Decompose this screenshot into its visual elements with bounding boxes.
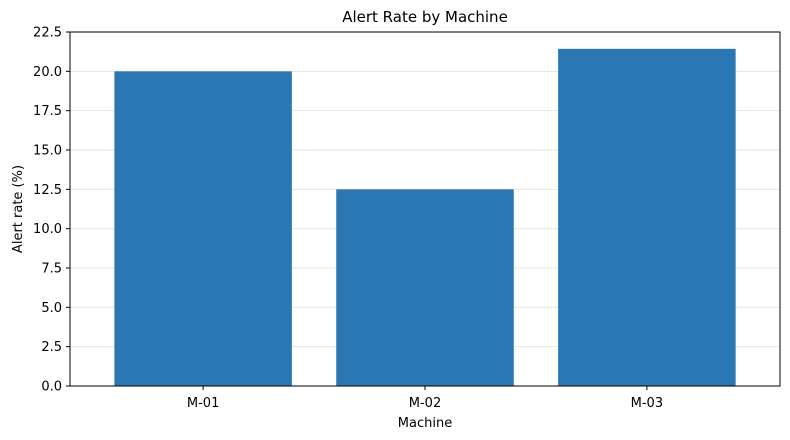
- y-tick-label: 0.0: [41, 380, 62, 395]
- y-tick-label: 15.0: [33, 144, 62, 159]
- bar-m-03: [558, 48, 736, 387]
- x-axis-ticks: M-01 M-02 M-03: [187, 386, 663, 411]
- bar-m-02: [336, 189, 514, 386]
- x-tick-label: M-02: [409, 396, 441, 411]
- y-tick-label: 20.0: [33, 65, 62, 80]
- y-tick-label: 10.0: [33, 222, 62, 237]
- x-tick-label: M-01: [187, 396, 219, 411]
- y-tick-label: 5.0: [41, 301, 62, 316]
- y-tick-label: 7.5: [41, 262, 62, 277]
- x-axis-label: Machine: [398, 416, 452, 431]
- x-tick-label: M-03: [631, 396, 663, 411]
- y-tick-label: 12.5: [33, 183, 62, 198]
- chart-title: Alert Rate by Machine: [342, 8, 508, 26]
- y-tick-label: 2.5: [41, 340, 62, 355]
- bars: [114, 48, 736, 387]
- y-axis-label: Alert rate (%): [11, 165, 26, 253]
- y-tick-label: 22.5: [33, 26, 62, 41]
- y-tick-label: 17.5: [33, 104, 62, 119]
- bar-m-01: [114, 71, 292, 386]
- y-axis-ticks: 0.0 2.5 5.0 7.5 10.0 12.5 15.0 17.5 20.0 22.5: [33, 26, 70, 395]
